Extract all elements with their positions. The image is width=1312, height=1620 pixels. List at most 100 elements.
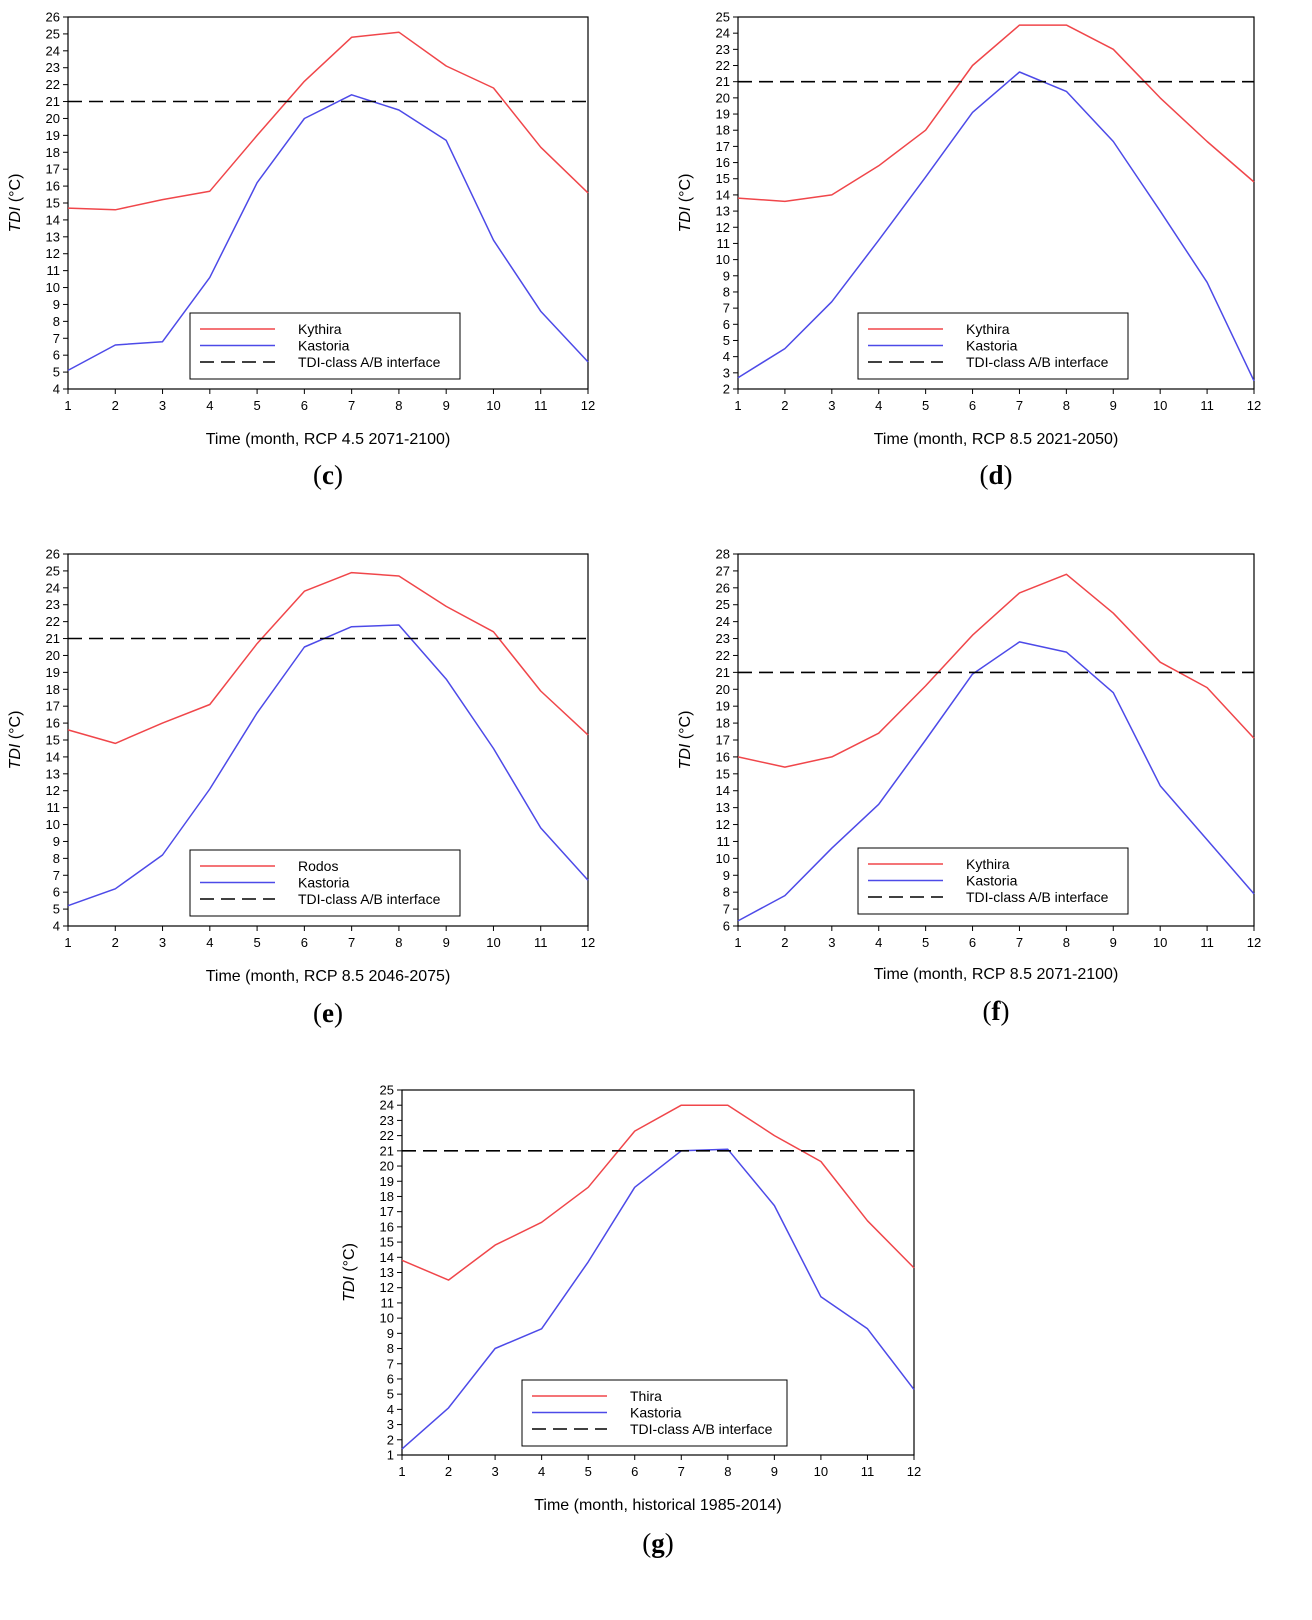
y-tick-label: 10 — [380, 1311, 394, 1326]
y-tick-label: 2 — [387, 1432, 394, 1447]
x-tick-label: 8 — [395, 398, 402, 413]
x-tick-label: 7 — [1016, 398, 1023, 413]
y-tick-label: 3 — [387, 1417, 394, 1432]
x-tick-label: 9 — [1110, 398, 1117, 413]
y-tick-label: 4 — [53, 382, 60, 397]
legend-label: Kythira — [298, 321, 342, 337]
y-tick-label: 15 — [46, 196, 60, 211]
y-tick-label: 5 — [387, 1387, 394, 1402]
y-tick-label: 10 — [46, 280, 60, 295]
y-tick-label: 13 — [716, 800, 730, 815]
panel-caption: (e) — [313, 998, 343, 1028]
y-tick-label: 8 — [387, 1341, 394, 1356]
y-tick-label: 11 — [717, 834, 731, 849]
x-tick-label: 6 — [301, 935, 308, 950]
x-tick-label: 4 — [538, 1464, 545, 1479]
panel-caption: (c) — [313, 460, 343, 490]
x-tick-label: 7 — [1016, 935, 1023, 950]
y-tick-label: 8 — [723, 885, 730, 900]
y-tick-label: 21 — [716, 74, 730, 89]
y-tick-label: 17 — [380, 1204, 394, 1219]
y-axis-label: TDI (°C) — [7, 174, 24, 233]
chart-panel-g: 1234567891011121314151617181920212223242… — [341, 1083, 921, 1559]
y-tick-label: 14 — [716, 187, 730, 202]
x-tick-label: 5 — [922, 398, 929, 413]
panel-letter: c — [322, 460, 334, 490]
legend-label: Kastoria — [298, 338, 350, 354]
x-tick-label: 8 — [724, 1464, 731, 1479]
y-tick-label: 26 — [46, 547, 60, 562]
panel-letter: g — [651, 1528, 665, 1558]
x-tick-label: 8 — [395, 935, 402, 950]
series-line-rodos — [67, 571, 589, 745]
y-tick-label: 21 — [716, 665, 730, 680]
x-tick-label: 10 — [814, 1464, 828, 1479]
y-tick-label: 24 — [46, 43, 60, 58]
y-tick-label: 14 — [46, 212, 60, 227]
y-tick-label: 24 — [716, 26, 730, 41]
legend-label: Kastoria — [966, 338, 1018, 354]
x-axis-label: Time (month, RCP 4.5 2071-2100) — [206, 431, 451, 448]
x-tick-label: 11 — [1200, 935, 1214, 950]
legend-label: TDI-class A/B interface — [298, 354, 441, 370]
x-tick-label: 3 — [828, 935, 835, 950]
panel-caption: (d) — [979, 460, 1012, 490]
x-tick-label: 3 — [159, 398, 166, 413]
x-axis-label: Time (month, historical 1985-2014) — [534, 1497, 782, 1514]
y-tick-label: 25 — [380, 1083, 394, 1098]
y-tick-label: 5 — [53, 902, 60, 917]
y-axis-label-variable: TDI — [677, 743, 694, 769]
x-tick-label: 11 — [534, 398, 548, 413]
series-line-kastoria — [67, 624, 589, 907]
y-tick-label: 12 — [380, 1280, 394, 1295]
x-tick-label: 2 — [445, 1464, 452, 1479]
y-tick-label: 8 — [723, 284, 730, 299]
y-tick-label: 23 — [716, 631, 730, 646]
y-tick-label: 20 — [46, 648, 60, 663]
y-tick-label: 21 — [46, 94, 60, 109]
y-tick-label: 7 — [53, 331, 60, 346]
y-tick-label: 16 — [46, 716, 60, 731]
legend-label: Thira — [630, 1388, 662, 1404]
y-tick-label: 11 — [47, 800, 61, 815]
x-tick-label: 10 — [1153, 935, 1167, 950]
y-axis-label-unit: (°C) — [677, 711, 694, 744]
y-tick-label: 5 — [53, 365, 60, 380]
y-tick-label: 18 — [46, 682, 60, 697]
y-tick-label: 11 — [717, 236, 731, 251]
chart-panel-e: 4567891011121314151617181920212223242526… — [7, 547, 595, 1029]
y-tick-label: 22 — [716, 58, 730, 73]
panel-letter: f — [992, 996, 1002, 1026]
panel-caption: (g) — [642, 1528, 674, 1558]
x-tick-label: 9 — [443, 398, 450, 413]
y-tick-label: 22 — [46, 614, 60, 629]
y-tick-label: 19 — [716, 107, 730, 122]
x-tick-label: 6 — [969, 935, 976, 950]
y-tick-label: 7 — [723, 902, 730, 917]
y-tick-label: 17 — [46, 162, 60, 177]
y-tick-label: 25 — [46, 26, 60, 41]
y-tick-label: 28 — [716, 547, 730, 562]
y-tick-label: 12 — [716, 817, 730, 832]
y-tick-label: 22 — [716, 648, 730, 663]
y-tick-label: 13 — [380, 1265, 394, 1280]
x-tick-label: 2 — [112, 398, 119, 413]
y-tick-label: 21 — [46, 631, 60, 646]
y-tick-label: 16 — [716, 749, 730, 764]
x-axis-label: Time (month, RCP 8.5 2071-2100) — [874, 966, 1119, 983]
y-tick-label: 5 — [723, 333, 730, 348]
y-tick-label: 12 — [46, 783, 60, 798]
x-tick-label: 12 — [1247, 398, 1261, 413]
legend-label: Kastoria — [966, 873, 1018, 889]
y-tick-label: 22 — [46, 77, 60, 92]
y-tick-label: 4 — [53, 919, 60, 934]
series-line-kythira — [737, 24, 1255, 203]
legend-label: TDI-class A/B interface — [630, 1421, 773, 1437]
legend-label: Kastoria — [298, 875, 350, 891]
y-tick-label: 16 — [716, 155, 730, 170]
y-tick-label: 20 — [716, 90, 730, 105]
x-tick-label: 1 — [398, 1464, 405, 1479]
x-tick-label: 3 — [491, 1464, 498, 1479]
y-tick-label: 23 — [380, 1113, 394, 1128]
